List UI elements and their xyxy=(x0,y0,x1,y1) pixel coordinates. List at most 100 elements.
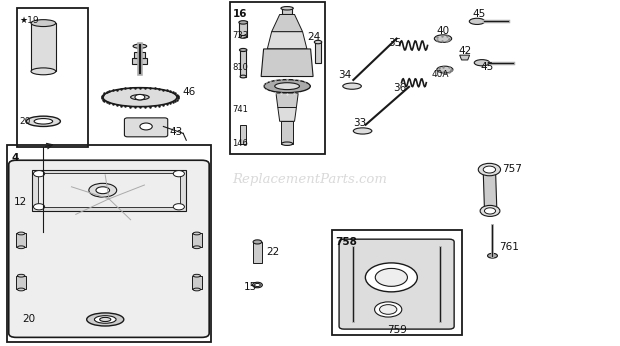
Bar xyxy=(133,57,148,64)
Text: 43: 43 xyxy=(170,127,183,137)
Text: 36: 36 xyxy=(394,83,407,92)
Text: 761: 761 xyxy=(498,242,518,252)
Bar xyxy=(282,8,292,15)
Text: 759: 759 xyxy=(388,325,407,335)
Text: 45: 45 xyxy=(480,62,494,72)
Ellipse shape xyxy=(17,232,25,235)
Text: 46: 46 xyxy=(182,87,195,97)
Circle shape xyxy=(374,302,402,317)
Bar xyxy=(240,125,246,144)
Bar xyxy=(16,234,26,247)
Ellipse shape xyxy=(239,21,247,24)
Ellipse shape xyxy=(27,116,60,127)
Circle shape xyxy=(480,206,500,216)
Text: 34: 34 xyxy=(338,70,351,80)
Text: 40: 40 xyxy=(437,26,450,36)
Bar xyxy=(38,173,180,208)
Ellipse shape xyxy=(17,288,25,291)
Circle shape xyxy=(365,263,417,292)
Circle shape xyxy=(483,166,495,173)
Bar xyxy=(332,230,461,335)
Text: 4: 4 xyxy=(11,153,19,163)
Text: 146: 146 xyxy=(232,139,248,148)
Ellipse shape xyxy=(100,317,111,321)
Ellipse shape xyxy=(281,7,293,10)
Bar xyxy=(192,276,202,290)
Text: ReplacementParts.com: ReplacementParts.com xyxy=(232,173,388,186)
Ellipse shape xyxy=(96,187,110,194)
Ellipse shape xyxy=(34,119,53,124)
Text: 22: 22 xyxy=(267,247,280,257)
Ellipse shape xyxy=(239,48,247,52)
Text: ★19: ★19 xyxy=(20,16,40,25)
Text: 33: 33 xyxy=(353,118,366,128)
Ellipse shape xyxy=(131,94,149,100)
Bar xyxy=(16,276,26,290)
Polygon shape xyxy=(278,108,296,121)
Circle shape xyxy=(135,94,145,100)
Circle shape xyxy=(33,171,45,177)
Text: 12: 12 xyxy=(14,197,27,207)
Ellipse shape xyxy=(193,232,200,235)
Text: 15: 15 xyxy=(244,282,257,292)
Bar xyxy=(315,42,321,63)
Text: 741: 741 xyxy=(232,105,248,114)
Ellipse shape xyxy=(239,36,247,38)
Text: 20: 20 xyxy=(22,315,35,325)
Polygon shape xyxy=(261,49,313,76)
Ellipse shape xyxy=(487,253,497,258)
Bar xyxy=(192,234,202,247)
Text: 733: 733 xyxy=(232,31,248,40)
Ellipse shape xyxy=(133,44,147,48)
Bar xyxy=(32,170,186,211)
Ellipse shape xyxy=(343,83,361,89)
Circle shape xyxy=(173,171,184,177)
Text: 758: 758 xyxy=(335,237,357,247)
Polygon shape xyxy=(459,55,469,60)
Polygon shape xyxy=(272,15,303,32)
Bar xyxy=(239,21,247,37)
FancyBboxPatch shape xyxy=(9,160,209,337)
Bar xyxy=(31,23,56,71)
Ellipse shape xyxy=(31,68,56,75)
Bar xyxy=(229,2,326,154)
Bar xyxy=(281,121,293,144)
Circle shape xyxy=(375,268,407,286)
Ellipse shape xyxy=(252,282,262,288)
Text: 40A: 40A xyxy=(432,70,450,79)
Text: 757: 757 xyxy=(502,164,521,174)
Bar xyxy=(135,52,146,57)
Circle shape xyxy=(173,204,184,210)
Circle shape xyxy=(33,204,45,210)
Ellipse shape xyxy=(94,316,116,323)
Bar xyxy=(7,145,211,342)
Ellipse shape xyxy=(240,75,246,78)
FancyBboxPatch shape xyxy=(339,239,454,329)
Bar xyxy=(17,8,88,147)
Ellipse shape xyxy=(87,313,124,326)
Text: 42: 42 xyxy=(458,46,472,56)
Ellipse shape xyxy=(89,183,117,197)
Ellipse shape xyxy=(31,20,56,27)
Ellipse shape xyxy=(275,83,299,90)
Text: 24: 24 xyxy=(307,32,320,42)
Polygon shape xyxy=(267,32,307,49)
Text: 35: 35 xyxy=(389,38,402,48)
Ellipse shape xyxy=(17,274,25,277)
Ellipse shape xyxy=(255,283,260,286)
Text: 16: 16 xyxy=(233,9,248,19)
Ellipse shape xyxy=(17,246,25,249)
Ellipse shape xyxy=(281,142,293,145)
Ellipse shape xyxy=(353,128,372,134)
FancyBboxPatch shape xyxy=(125,118,168,137)
Bar xyxy=(253,242,262,263)
Ellipse shape xyxy=(474,60,490,66)
Ellipse shape xyxy=(103,88,177,107)
Text: 45: 45 xyxy=(472,9,485,19)
Ellipse shape xyxy=(314,40,322,44)
Ellipse shape xyxy=(253,240,262,244)
Bar xyxy=(240,49,246,76)
Ellipse shape xyxy=(435,35,451,43)
Text: 20: 20 xyxy=(19,117,30,126)
Ellipse shape xyxy=(264,80,310,93)
